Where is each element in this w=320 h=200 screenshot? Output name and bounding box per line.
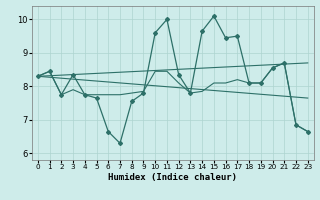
X-axis label: Humidex (Indice chaleur): Humidex (Indice chaleur) — [108, 173, 237, 182]
